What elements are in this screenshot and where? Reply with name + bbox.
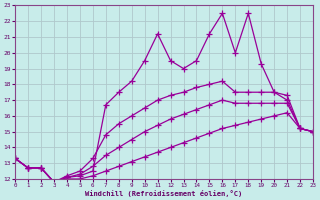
X-axis label: Windchill (Refroidissement éolien,°C): Windchill (Refroidissement éolien,°C) [85, 190, 243, 197]
